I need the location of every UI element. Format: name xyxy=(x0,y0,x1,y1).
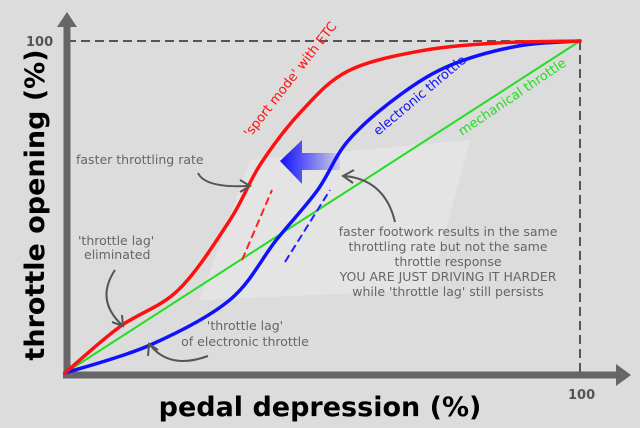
x-axis-label: pedal depression (%) xyxy=(159,392,482,423)
arrowhead xyxy=(239,179,252,193)
series-line-mechanical xyxy=(64,40,581,374)
watermark-logo xyxy=(200,140,470,300)
arrow-lag-eliminated xyxy=(105,269,123,326)
label-electronic: electronic throttle xyxy=(371,53,470,139)
series-line-sport-mode xyxy=(63,39,582,375)
annotation-lag-eliminated-2: eliminated xyxy=(84,247,150,262)
red-tangent-dash xyxy=(241,189,273,261)
arrowhead xyxy=(147,342,159,357)
label-mechanical: mechanical throttle xyxy=(456,56,570,139)
annotation-lag-electronic-1: 'throttle lag' xyxy=(207,318,283,333)
arrow-lag-electronic xyxy=(149,344,209,362)
x-tick-100: 100 xyxy=(568,388,595,403)
arrow-faster-rate xyxy=(197,172,249,188)
arrow-footwork xyxy=(344,175,396,223)
footwork-line-4: YOU ARE JUST DRIVING IT HARDER xyxy=(339,269,557,284)
y-tick-100: 100 xyxy=(26,35,53,50)
arrowhead xyxy=(341,169,355,184)
shift-arrow-icon xyxy=(280,140,340,184)
annotation-lag-eliminated-1: 'throttle lag' xyxy=(78,233,154,248)
footwork-line-3: throttle response xyxy=(394,254,501,269)
arrowhead xyxy=(111,314,125,328)
footwork-line-5: while 'throttle lag' still persists xyxy=(352,284,543,299)
footwork-line-1: faster footwork results in the same xyxy=(339,224,558,239)
annotation-faster-rate: faster throttling rate xyxy=(76,152,204,167)
footwork-line-2: throttling rate but not the same xyxy=(349,239,548,254)
y-axis-label: throttle opening (%) xyxy=(20,49,51,360)
annotation-lag-electronic-2: of electronic throttle xyxy=(181,334,309,349)
y-axis-arrow xyxy=(57,12,77,27)
annotation-footwork: faster footwork results in the same thro… xyxy=(339,224,558,299)
blue-tangent-dash xyxy=(284,189,331,263)
series-line-electronic xyxy=(63,39,582,375)
x-axis-arrow xyxy=(616,364,631,386)
